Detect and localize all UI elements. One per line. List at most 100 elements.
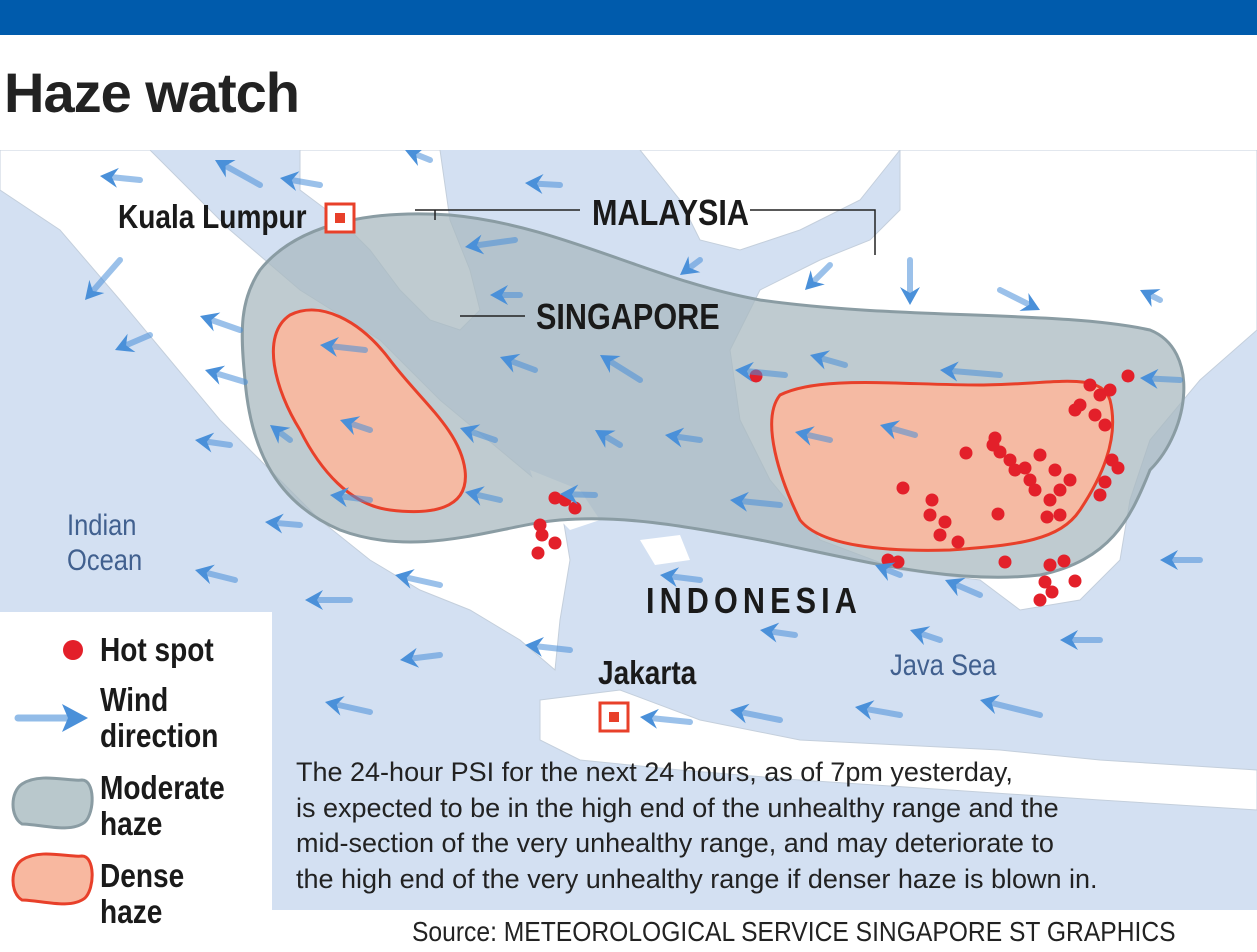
wind-arrow (595, 430, 623, 448)
map-svg (0, 147, 1257, 910)
kuala-lumpur-marker (324, 202, 356, 234)
top-bar (0, 0, 1257, 35)
wind-arrow (730, 491, 783, 512)
wind-arrow (525, 174, 563, 195)
hot-spot-marker (1003, 453, 1017, 467)
malaysia-leader-line (415, 209, 876, 255)
hot-spot-marker (991, 507, 1005, 521)
wind-arrow (660, 567, 703, 588)
hot-spot-marker (1083, 378, 1097, 392)
hot-spot-marker (1093, 388, 1107, 402)
wind-arrow (680, 256, 703, 275)
label-jakarta: Jakarta (598, 654, 697, 691)
hot-spot-marker (1028, 483, 1042, 497)
wind-arrow (795, 426, 833, 446)
wind-arrow-icon (14, 704, 88, 732)
hot-spot-marker (1023, 473, 1037, 487)
wind-arrow (810, 350, 848, 370)
hot-spot-marker (959, 446, 973, 460)
wind-arrow (910, 626, 943, 646)
hot-spot-marker (1121, 369, 1135, 383)
wind-arrow (265, 513, 303, 534)
hot-spot-marker (1098, 475, 1112, 489)
label-indonesia: INDONESIA (646, 580, 862, 621)
hot-spot-marker (938, 515, 952, 529)
wind-arrow (325, 696, 373, 716)
wind-arrow (405, 147, 433, 166)
wind-arrow (1060, 630, 1103, 650)
wind-arrow (330, 487, 373, 508)
hot-spot-marker (1068, 574, 1082, 588)
wind-arrow (730, 703, 783, 724)
wind-arrow (200, 312, 243, 333)
wind-arrow (1160, 550, 1203, 570)
label-malaysia: MALAYSIA (592, 192, 749, 233)
hot-spot-marker (1043, 558, 1057, 572)
wind-arrow (320, 337, 368, 357)
wind-arrow (1140, 368, 1183, 389)
hot-spot-marker (1063, 473, 1077, 487)
label-singapore: SINGAPORE (536, 296, 720, 337)
wind-arrow (875, 562, 903, 581)
wind-arrow (400, 647, 443, 668)
hot-spot-marker (1098, 418, 1112, 432)
wind-arrow (340, 416, 373, 436)
wind-arrow (205, 365, 248, 385)
hot-spot-marker (896, 481, 910, 495)
hot-spot-marker (548, 536, 562, 550)
land-java (539, 689, 1257, 811)
wind-arrow (940, 361, 1003, 382)
wind-arrow (900, 257, 920, 305)
label-indian-ocean: Indian Ocean (67, 509, 143, 577)
hot-spot-marker (1088, 408, 1102, 422)
wind-arrow (640, 708, 693, 729)
moderate-haze-icon (11, 776, 94, 830)
wind-arrow (85, 257, 123, 300)
wind-arrow (880, 420, 918, 440)
wind-arrow (945, 577, 983, 598)
hot-spot-marker (925, 493, 939, 507)
jakarta-marker (598, 701, 630, 733)
hot-spot-marker (951, 535, 965, 549)
wind-arrow (500, 353, 538, 373)
hot-spot-marker (568, 501, 582, 515)
label-java-sea: Java Sea (890, 649, 997, 682)
hot-spot-marker (1045, 585, 1059, 599)
hot-spot-marker (1018, 461, 1032, 475)
hot-spot-marker (1033, 593, 1047, 607)
page-title: Haze watch (4, 61, 300, 124)
hot-spot-marker (1038, 575, 1052, 589)
hot-spot-marker (1111, 461, 1125, 475)
hot-spot-marker (1103, 383, 1117, 397)
wind-arrow (490, 285, 523, 305)
legend-wind-direction: Wind direction (100, 681, 219, 754)
haze-map: Kuala Lumpur MALAYSIA SINGAPORE INDONESI… (0, 147, 1257, 910)
land-borneo-north (638, 149, 902, 251)
hot-spot-marker (1053, 483, 1067, 497)
hot-spot-marker (933, 528, 947, 542)
hot-spot-marker (548, 491, 562, 505)
hot-spot-marker (891, 555, 905, 569)
hot-spot-marker (986, 438, 1000, 452)
wind-arrow (465, 486, 503, 506)
hot-spot-marker (1093, 488, 1107, 502)
wind-arrow (270, 425, 293, 444)
wind-arrow (115, 332, 153, 353)
wind-arrow (195, 432, 233, 453)
legend: Hot spot Wind direction Moderate haze De… (0, 612, 272, 930)
wind-arrow (760, 622, 798, 643)
wind-arrows (85, 147, 1203, 729)
wind-arrow (195, 564, 238, 585)
hot-spot-marker (1068, 403, 1082, 417)
source-credit: Source: METEOROLOGICAL SERVICE SINGAPORE… (412, 916, 1176, 947)
hot-spot-icon (63, 640, 83, 660)
wind-arrow (805, 262, 833, 290)
wind-arrow (215, 160, 263, 188)
wind-arrow (460, 424, 498, 444)
hot-spot-marker (923, 508, 937, 522)
wind-arrow (600, 355, 643, 383)
label-kuala-lumpur: Kuala Lumpur (118, 198, 307, 235)
hot-spot-marker (1043, 493, 1057, 507)
dense-haze-area-sumatra (271, 308, 467, 514)
wind-arrow (525, 637, 573, 657)
